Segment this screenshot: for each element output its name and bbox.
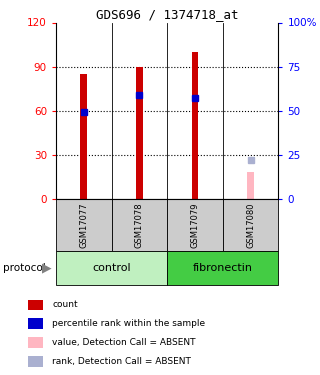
Bar bbox=[56, 199, 112, 251]
Text: value, Detection Call = ABSENT: value, Detection Call = ABSENT bbox=[52, 338, 196, 346]
Bar bbox=[56, 251, 167, 285]
Bar bbox=[28, 338, 44, 348]
Bar bbox=[167, 251, 278, 285]
Bar bbox=[247, 172, 254, 199]
Text: count: count bbox=[52, 300, 78, 309]
Bar bbox=[192, 52, 198, 199]
Bar bbox=[136, 67, 143, 199]
Text: GSM17080: GSM17080 bbox=[246, 202, 255, 248]
Text: protocol: protocol bbox=[3, 263, 46, 273]
Text: percentile rank within the sample: percentile rank within the sample bbox=[52, 319, 206, 328]
Bar bbox=[167, 199, 223, 251]
Bar bbox=[80, 74, 87, 199]
Text: GSM17079: GSM17079 bbox=[190, 202, 199, 248]
Text: control: control bbox=[92, 263, 131, 273]
Text: GSM17077: GSM17077 bbox=[79, 202, 88, 248]
Text: GSM17078: GSM17078 bbox=[135, 202, 144, 248]
Bar bbox=[28, 318, 44, 329]
Bar bbox=[223, 199, 278, 251]
Text: ▶: ▶ bbox=[42, 262, 51, 274]
Bar bbox=[112, 199, 167, 251]
Title: GDS696 / 1374718_at: GDS696 / 1374718_at bbox=[96, 8, 238, 21]
Text: rank, Detection Call = ABSENT: rank, Detection Call = ABSENT bbox=[52, 357, 191, 366]
Bar bbox=[28, 300, 44, 310]
Bar bbox=[28, 356, 44, 366]
Text: fibronectin: fibronectin bbox=[193, 263, 253, 273]
